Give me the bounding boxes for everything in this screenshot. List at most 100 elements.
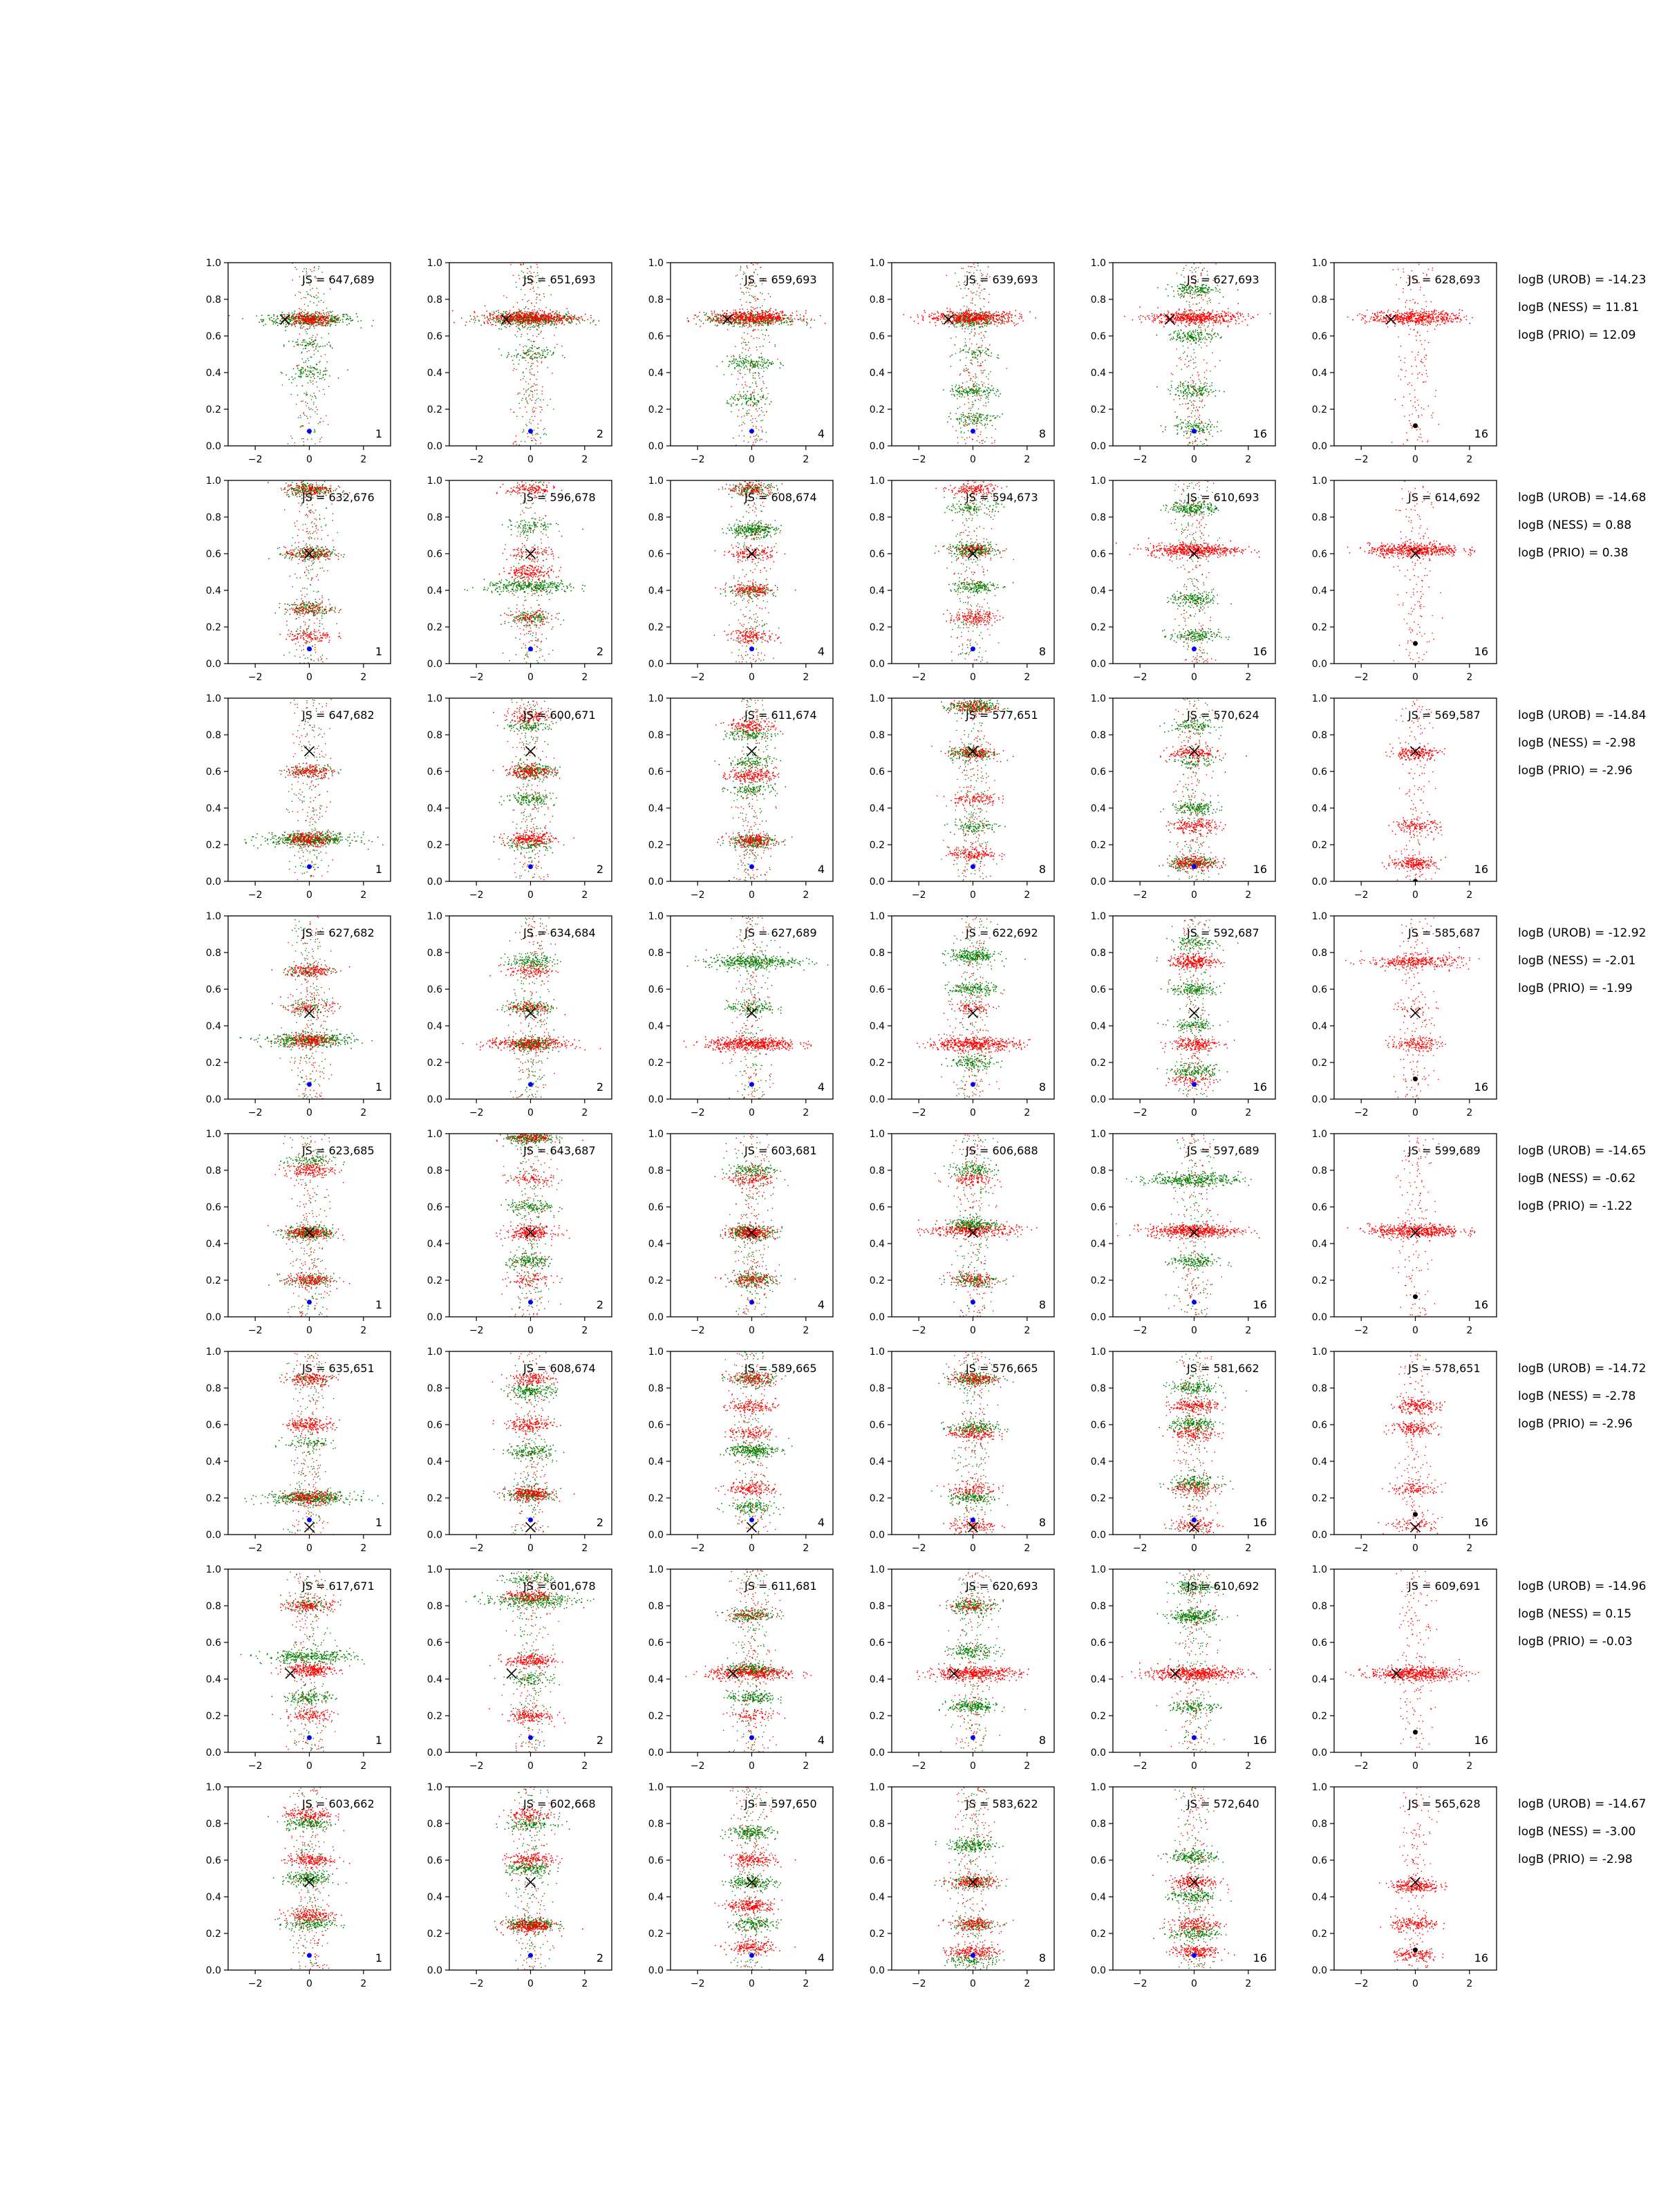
- red-cloud-point: [964, 312, 965, 314]
- red-cloud-point: [314, 375, 315, 376]
- green-cloud-point: [750, 362, 751, 364]
- red-cloud-point: [942, 314, 944, 315]
- green-cloud-point: [312, 335, 314, 337]
- green-cloud-point: [550, 399, 552, 400]
- red-cloud-point: [306, 321, 308, 323]
- red-cloud-point: [532, 420, 534, 421]
- red-cloud-point: [321, 319, 322, 321]
- green-cloud-point: [968, 415, 970, 417]
- red-cloud-point: [318, 292, 319, 294]
- red-cloud-point: [756, 317, 757, 319]
- green-cloud-point: [961, 418, 962, 420]
- red-cloud-point: [744, 339, 745, 340]
- red-cloud-point: [562, 320, 563, 321]
- green-cloud-point: [568, 321, 570, 323]
- green-cloud-point: [977, 355, 979, 356]
- red-cloud-point: [309, 322, 310, 324]
- red-cloud-point: [324, 394, 326, 395]
- green-cloud-point: [761, 368, 762, 369]
- green-cloud-point: [973, 393, 975, 394]
- green-cloud-point: [534, 383, 535, 384]
- red-cloud-point: [510, 409, 512, 410]
- green-cloud-point: [762, 388, 763, 389]
- red-cloud-point: [971, 319, 973, 320]
- y-tick-label: 0.4: [206, 368, 221, 379]
- red-cloud-point: [980, 317, 981, 319]
- red-cloud-point: [764, 415, 765, 416]
- red-cloud-point: [310, 319, 311, 321]
- red-cloud-point: [740, 323, 741, 324]
- red-cloud-point: [538, 321, 540, 322]
- green-cloud-point: [981, 414, 982, 415]
- green-cloud-point: [324, 325, 326, 326]
- red-cloud-point: [527, 436, 529, 438]
- red-cloud-point: [524, 327, 525, 328]
- green-cloud-point: [742, 357, 744, 359]
- green-cloud-point: [783, 322, 785, 324]
- red-cloud-point: [540, 299, 541, 301]
- red-cloud-point: [519, 408, 521, 409]
- green-cloud-point: [980, 388, 982, 389]
- red-cloud-point: [763, 320, 765, 321]
- green-cloud-point: [740, 358, 741, 359]
- green-cloud-point: [300, 328, 301, 329]
- red-cloud-point: [537, 322, 538, 324]
- green-cloud-point: [292, 312, 293, 314]
- green-cloud-point: [521, 270, 523, 272]
- green-cloud-point: [972, 402, 973, 403]
- red-cloud-point: [948, 314, 950, 315]
- red-cloud-point: [521, 321, 522, 322]
- red-cloud-point: [532, 321, 533, 323]
- red-cloud-point: [307, 319, 308, 320]
- red-cloud-point: [756, 347, 758, 348]
- green-cloud-point: [968, 430, 969, 431]
- green-cloud-point: [748, 405, 749, 406]
- red-cloud-point: [539, 315, 541, 316]
- green-cloud-point: [307, 343, 308, 344]
- green-cloud-point: [282, 384, 283, 386]
- red-cloud-point: [970, 319, 971, 320]
- green-cloud-point: [550, 324, 551, 326]
- red-cloud-point: [484, 322, 485, 324]
- red-cloud-point: [764, 317, 765, 318]
- green-cloud-point: [968, 368, 969, 370]
- red-cloud-point: [762, 325, 764, 326]
- green-cloud-point: [528, 351, 529, 353]
- red-cloud-point: [543, 324, 544, 326]
- red-cloud-point: [539, 324, 541, 325]
- red-cloud-point: [938, 315, 939, 317]
- red-cloud-point: [991, 319, 993, 320]
- green-cloud-point: [763, 371, 765, 372]
- green-cloud-point: [512, 323, 514, 324]
- red-cloud-point: [323, 325, 324, 326]
- green-cloud-point: [964, 331, 966, 332]
- green-cloud-point: [749, 356, 750, 357]
- red-cloud-point: [978, 314, 980, 315]
- green-cloud-point: [971, 408, 972, 409]
- green-cloud-point: [998, 395, 1000, 397]
- green-cloud-point: [523, 357, 525, 359]
- green-cloud-point: [976, 270, 977, 271]
- red-cloud-point: [740, 266, 742, 268]
- green-cloud-point: [530, 391, 532, 392]
- green-cloud-point: [529, 347, 531, 348]
- red-cloud-point: [306, 374, 308, 375]
- green-cloud-point: [997, 389, 998, 391]
- green-cloud-point: [314, 368, 315, 369]
- green-cloud-point: [342, 314, 344, 315]
- green-cloud-point: [978, 350, 980, 351]
- red-cloud-point: [305, 318, 306, 319]
- green-cloud-point: [750, 386, 751, 388]
- red-cloud-point: [751, 315, 753, 317]
- red-cloud-point: [1007, 318, 1009, 319]
- green-cloud-point: [530, 387, 532, 388]
- red-cloud-point: [755, 439, 756, 440]
- green-cloud-point: [769, 404, 771, 405]
- red-cloud-point: [768, 318, 769, 319]
- red-cloud-point: [293, 322, 294, 324]
- red-cloud-point: [995, 311, 997, 312]
- red-cloud-point: [1008, 319, 1009, 321]
- red-cloud-point: [993, 318, 995, 319]
- green-cloud-point: [516, 287, 517, 288]
- red-cloud-point: [319, 391, 320, 392]
